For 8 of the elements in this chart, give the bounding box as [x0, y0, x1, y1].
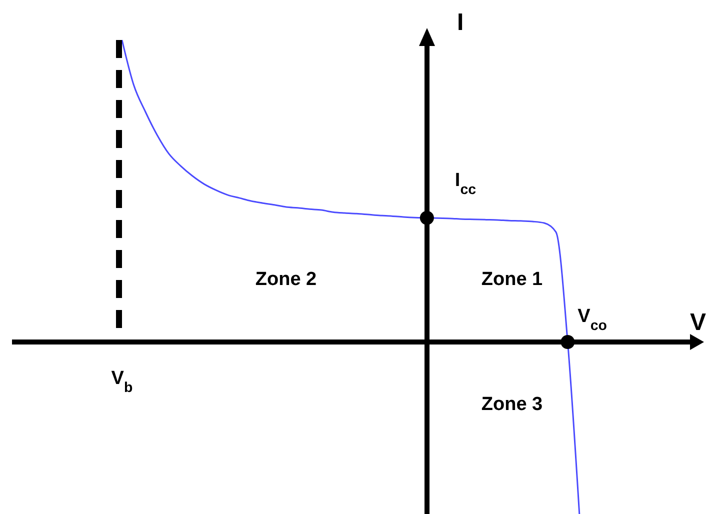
y-axis-title: I: [457, 9, 464, 36]
annotation: V$_{co}$: [578, 306, 608, 334]
annotation: Zone 2: [255, 269, 317, 290]
annotation: V$_{b}$: [111, 368, 133, 396]
annotation: Zone 3: [481, 394, 543, 415]
annotation: I$_{cc}$: [454, 170, 476, 198]
annotation: Zone 1: [481, 269, 544, 290]
x-axis-title: V: [690, 309, 706, 336]
